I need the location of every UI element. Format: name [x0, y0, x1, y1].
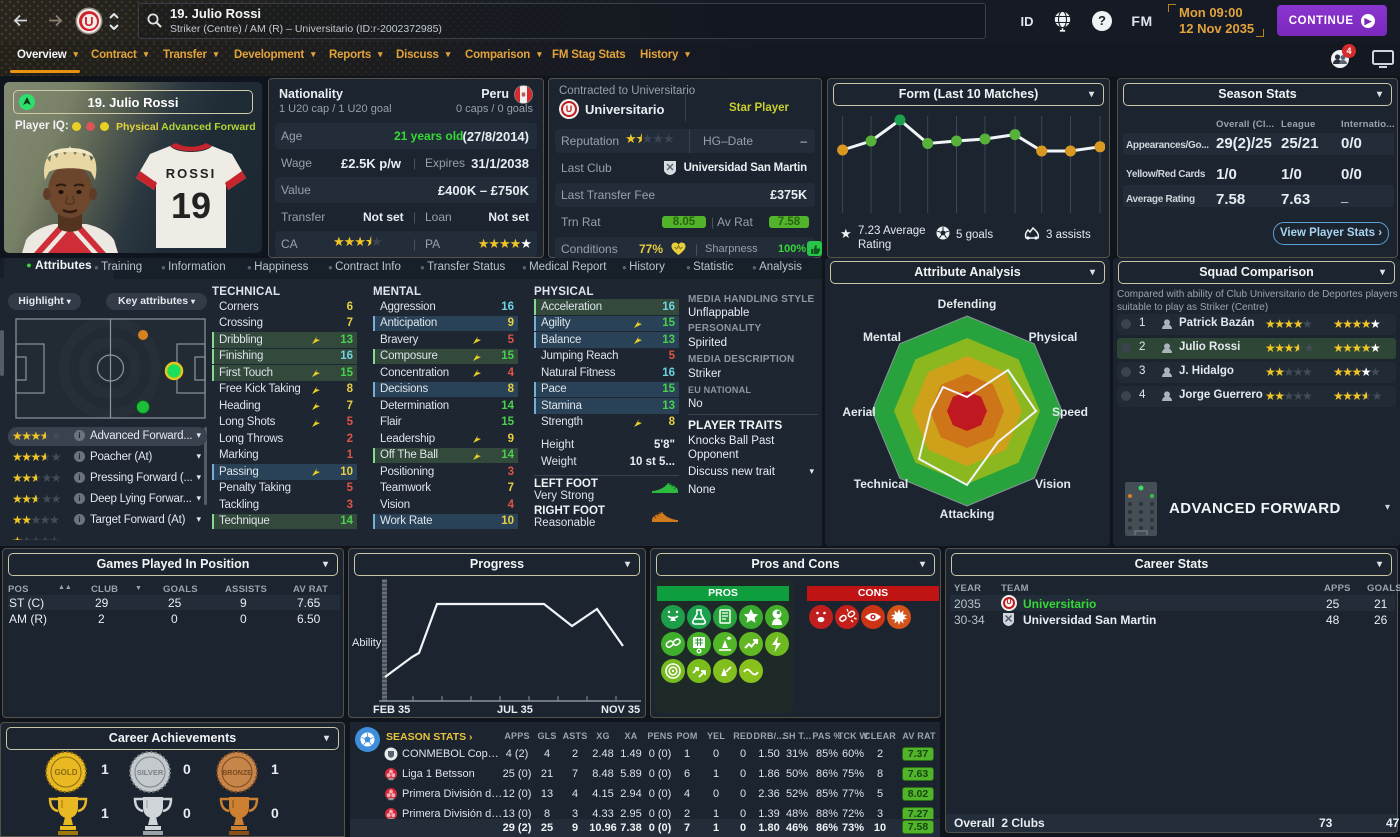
svg-text:BRONZE: BRONZE — [222, 770, 252, 777]
svg-text:Speed: Speed — [1052, 405, 1088, 419]
svg-text:SILVER: SILVER — [137, 768, 164, 777]
svg-text:Mental: Mental — [863, 330, 901, 344]
svg-text:Physical: Physical — [1029, 330, 1078, 344]
svg-text:Defending: Defending — [938, 297, 997, 311]
svg-text:GOLD: GOLD — [54, 768, 77, 777]
svg-text:19: 19 — [171, 185, 211, 226]
svg-text:Attacking: Attacking — [940, 507, 995, 521]
svg-text:Vision: Vision — [1035, 477, 1071, 491]
svg-text:ROSSI: ROSSI — [166, 166, 216, 181]
svg-text:Technical: Technical — [854, 477, 908, 491]
svg-text:Aerial: Aerial — [842, 405, 875, 419]
